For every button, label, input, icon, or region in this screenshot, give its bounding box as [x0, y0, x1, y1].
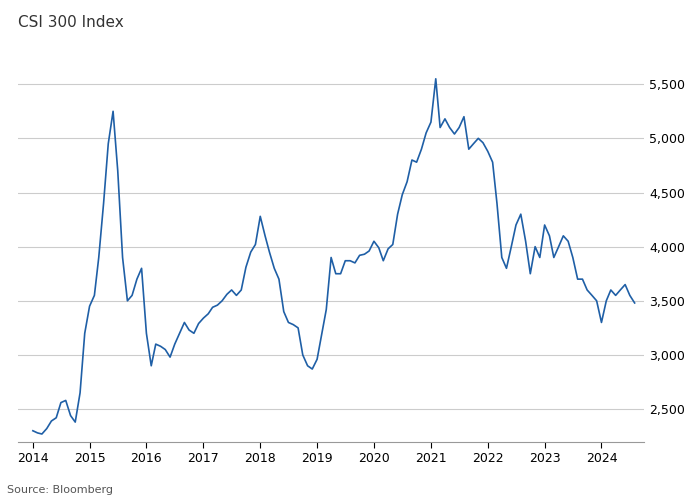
- Text: Source: Bloomberg: Source: Bloomberg: [7, 485, 113, 495]
- Text: CSI 300 Index: CSI 300 Index: [18, 15, 124, 30]
